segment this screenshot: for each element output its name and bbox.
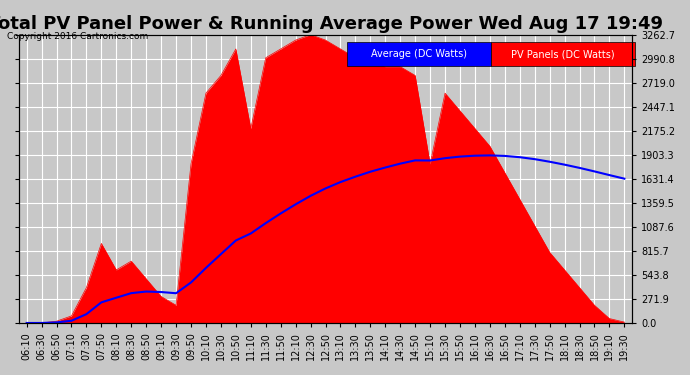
- Title: Total PV Panel Power & Running Average Power Wed Aug 17 19:49: Total PV Panel Power & Running Average P…: [0, 15, 663, 33]
- Text: Copyright 2016 Cartronics.com: Copyright 2016 Cartronics.com: [7, 32, 148, 41]
- FancyBboxPatch shape: [347, 42, 491, 66]
- Text: Average (DC Watts): Average (DC Watts): [371, 49, 467, 59]
- FancyBboxPatch shape: [491, 42, 635, 66]
- Text: PV Panels (DC Watts): PV Panels (DC Watts): [511, 49, 615, 59]
